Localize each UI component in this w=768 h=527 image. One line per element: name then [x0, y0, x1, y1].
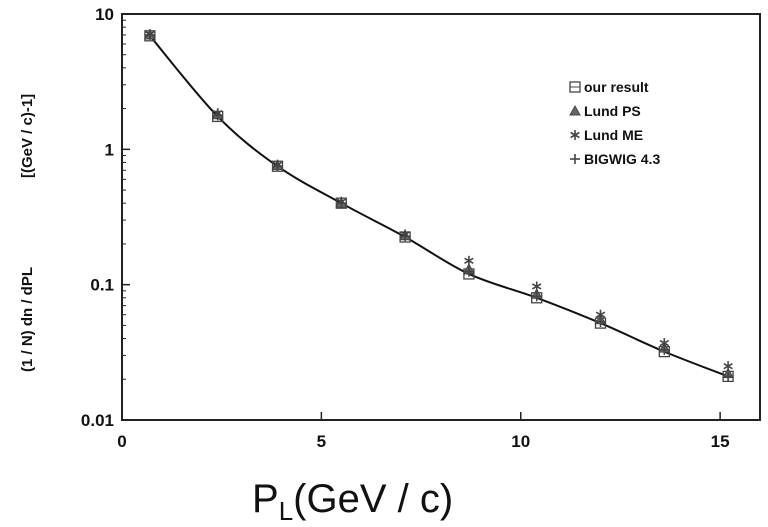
- legend-marker: [569, 104, 581, 116]
- x-axis-ticks: 0 5 10 15: [117, 412, 730, 451]
- fit-curve: [149, 35, 729, 378]
- legend-label: BIGWIG 4.3: [584, 151, 660, 167]
- data-point: [723, 371, 734, 382]
- legend: our result Lund PS Lund ME BIGWIG 4.3: [563, 73, 726, 194]
- plot-border: [121, 13, 761, 421]
- x-axis-label-sub: L: [279, 496, 293, 526]
- data-point: [144, 29, 155, 40]
- x-axis-label: PL(GeV / c): [252, 477, 453, 526]
- data-point: [272, 161, 283, 172]
- data-markers: [144, 28, 734, 383]
- data-point: [400, 231, 411, 242]
- marker-triangle: [569, 104, 581, 116]
- y-tick-label: 0.1: [90, 276, 114, 295]
- y-axis-label-left: (1 / N) dn / dPL: [19, 267, 36, 372]
- y-tick-label: 0.01: [81, 411, 114, 430]
- x-axis-label-main: P: [252, 477, 279, 521]
- fit-curve-line: [149, 35, 729, 378]
- x-tick-label: 10: [511, 432, 530, 451]
- y-tick-label: 1: [105, 140, 114, 159]
- marker-star-arm: [659, 339, 670, 347]
- legend-marker: [570, 130, 580, 140]
- data-point: [463, 266, 474, 277]
- x-axis-label-rest: (GeV / c): [293, 477, 453, 521]
- x-tick-label: 15: [711, 432, 730, 451]
- data-point: [595, 316, 606, 327]
- data-point: [723, 361, 733, 372]
- marker-star-arm: [595, 311, 606, 318]
- y-axis-label-right: [(GeV / c)-1]: [19, 94, 36, 178]
- legend-label: Lund PS: [584, 103, 641, 119]
- legend-marker: [569, 81, 581, 93]
- data-point: [336, 198, 347, 209]
- plot-frame: [121, 13, 761, 421]
- data-point: [531, 281, 542, 292]
- legend-label: Lund ME: [584, 127, 643, 143]
- x-tick-label: 0: [117, 432, 126, 451]
- marker-star-arm: [464, 257, 474, 265]
- legend-marker: [570, 154, 580, 164]
- data-point: [212, 110, 223, 121]
- marker-star-arm: [723, 362, 733, 370]
- marker-star-arm: [570, 131, 580, 139]
- data-point: [531, 291, 542, 302]
- data-point: [464, 255, 474, 266]
- y-tick-label: 10: [95, 5, 114, 24]
- marker-star-arm: [531, 283, 542, 290]
- data-point: [659, 344, 670, 355]
- legend-label: our result: [584, 79, 649, 95]
- x-tick-label: 5: [317, 432, 326, 451]
- y-axis-ticks: 0.01 0.1 1 10: [81, 5, 130, 430]
